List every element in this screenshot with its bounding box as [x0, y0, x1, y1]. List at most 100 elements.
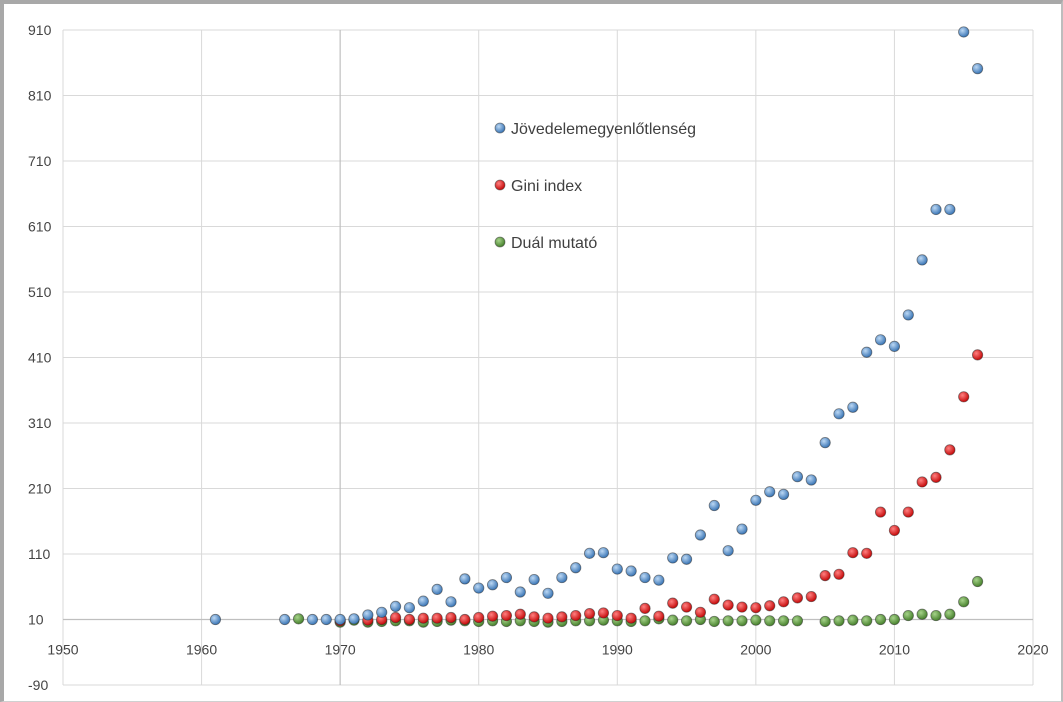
data-point-1	[445, 611, 457, 624]
data-point-0	[958, 26, 970, 38]
data-point-1	[486, 610, 499, 622]
data-point-0	[861, 346, 873, 358]
y-tick-label: 810	[28, 88, 52, 104]
data-point-1	[542, 612, 554, 624]
data-point-0	[542, 587, 554, 599]
data-point-0	[528, 573, 540, 586]
data-point-1	[597, 607, 610, 619]
data-point-2	[902, 609, 914, 622]
data-point-2	[722, 615, 734, 627]
data-point-1	[888, 524, 901, 537]
data-point-1	[736, 601, 748, 613]
data-point-2	[847, 614, 859, 626]
data-point-1	[500, 609, 513, 622]
x-tick-label: 1970	[325, 642, 356, 658]
y-tick-label: 110	[28, 546, 51, 562]
data-point-1	[680, 601, 693, 613]
data-point-0	[874, 334, 887, 346]
data-point-2	[833, 615, 845, 627]
data-point-1	[694, 606, 707, 618]
data-point-0	[653, 574, 665, 586]
data-point-2	[819, 615, 831, 628]
data-point-0	[736, 523, 748, 535]
data-point-0	[667, 552, 679, 564]
data-point-0	[888, 340, 901, 352]
data-point-1	[819, 570, 831, 582]
data-point-1	[764, 600, 776, 612]
data-point-1	[639, 602, 651, 614]
x-tick-label: 2020	[1017, 642, 1048, 658]
data-point-0	[279, 613, 291, 626]
data-point-1	[431, 612, 443, 624]
y-tick-label: 610	[28, 219, 52, 235]
data-point-2	[874, 613, 887, 626]
data-point-0	[306, 613, 319, 626]
data-point-0	[348, 613, 360, 625]
data-point-2	[764, 615, 776, 627]
data-point-1	[473, 611, 485, 624]
data-point-0	[625, 565, 637, 577]
legend: Jövedelemegyenlőtlenség Gini index Duál mu…	[494, 121, 696, 252]
data-point-1	[528, 611, 540, 623]
data-point-2	[750, 614, 762, 626]
data-point-1	[861, 547, 873, 559]
data-point-1	[902, 506, 914, 518]
data-points	[209, 26, 984, 628]
data-point-1	[417, 612, 429, 624]
data-point-1	[570, 609, 582, 622]
data-point-1	[971, 349, 984, 361]
data-point-0	[902, 309, 914, 321]
data-point-0	[847, 401, 859, 413]
data-point-0	[639, 571, 651, 584]
x-tick-label: 1950	[47, 642, 78, 658]
data-point-2	[944, 608, 956, 620]
data-point-0	[680, 553, 693, 565]
data-point-0	[833, 408, 845, 420]
data-point-0	[320, 613, 332, 626]
data-point-0	[694, 529, 707, 541]
y-tick-label: -90	[28, 677, 48, 693]
data-point-1	[611, 609, 623, 622]
data-point-2	[861, 615, 873, 627]
data-point-0	[944, 203, 956, 216]
x-tick-label: 2000	[740, 642, 771, 658]
legend-marker	[494, 122, 506, 134]
data-point-0	[431, 583, 443, 595]
data-point-2	[930, 609, 942, 622]
data-point-0	[473, 582, 485, 594]
data-point-2	[777, 615, 790, 627]
data-point-2	[958, 596, 970, 608]
y-tick-label: 910	[28, 22, 52, 38]
data-point-2	[736, 615, 748, 627]
data-point-0	[362, 609, 374, 621]
data-point-1	[777, 596, 790, 608]
y-tick-label: 410	[28, 350, 52, 366]
data-point-0	[570, 562, 582, 574]
data-point-0	[376, 606, 388, 618]
data-point-2	[916, 608, 928, 620]
x-tick-label: 2010	[879, 642, 910, 658]
data-point-2	[708, 615, 720, 628]
data-point-0	[930, 203, 942, 216]
data-point-1	[625, 612, 637, 624]
data-point-1	[791, 592, 804, 604]
y-tick-label: 210	[28, 481, 52, 497]
data-point-1	[833, 568, 845, 580]
data-point-0	[486, 579, 499, 591]
x-tick-label: 1980	[463, 642, 494, 658]
data-point-1	[583, 608, 596, 620]
data-point-2	[639, 615, 651, 627]
data-point-0	[722, 545, 734, 557]
data-point-0	[514, 586, 526, 598]
data-point-0	[750, 494, 762, 506]
data-point-2	[292, 613, 305, 625]
data-point-1	[722, 599, 734, 611]
data-point-1	[708, 593, 720, 605]
y-tick-label: 310	[28, 415, 52, 431]
data-point-0	[777, 488, 790, 500]
data-point-1	[389, 611, 402, 624]
data-point-1	[750, 602, 762, 614]
